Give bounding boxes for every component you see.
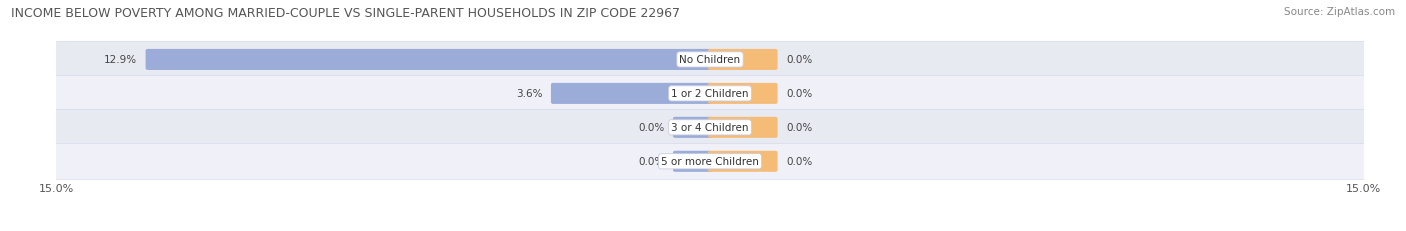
FancyBboxPatch shape	[146, 50, 713, 71]
Text: 3.6%: 3.6%	[516, 89, 543, 99]
FancyBboxPatch shape	[49, 144, 1371, 179]
FancyBboxPatch shape	[707, 50, 778, 71]
FancyBboxPatch shape	[49, 110, 1371, 146]
Text: No Children: No Children	[679, 55, 741, 65]
Text: 12.9%: 12.9%	[104, 55, 136, 65]
FancyBboxPatch shape	[49, 42, 1371, 78]
Text: 0.0%: 0.0%	[786, 123, 813, 133]
Text: 5 or more Children: 5 or more Children	[661, 157, 759, 167]
Text: Source: ZipAtlas.com: Source: ZipAtlas.com	[1284, 7, 1395, 17]
FancyBboxPatch shape	[707, 151, 778, 172]
Text: INCOME BELOW POVERTY AMONG MARRIED-COUPLE VS SINGLE-PARENT HOUSEHOLDS IN ZIP COD: INCOME BELOW POVERTY AMONG MARRIED-COUPL…	[11, 7, 681, 20]
FancyBboxPatch shape	[673, 151, 713, 172]
Text: 0.0%: 0.0%	[786, 89, 813, 99]
FancyBboxPatch shape	[707, 83, 778, 104]
FancyBboxPatch shape	[551, 83, 713, 104]
Text: 0.0%: 0.0%	[786, 55, 813, 65]
Text: 1 or 2 Children: 1 or 2 Children	[671, 89, 749, 99]
Text: 0.0%: 0.0%	[786, 157, 813, 167]
FancyBboxPatch shape	[707, 117, 778, 138]
FancyBboxPatch shape	[49, 76, 1371, 112]
Text: 0.0%: 0.0%	[638, 123, 664, 133]
FancyBboxPatch shape	[673, 117, 713, 138]
Text: 0.0%: 0.0%	[638, 157, 664, 167]
Text: 3 or 4 Children: 3 or 4 Children	[671, 123, 749, 133]
